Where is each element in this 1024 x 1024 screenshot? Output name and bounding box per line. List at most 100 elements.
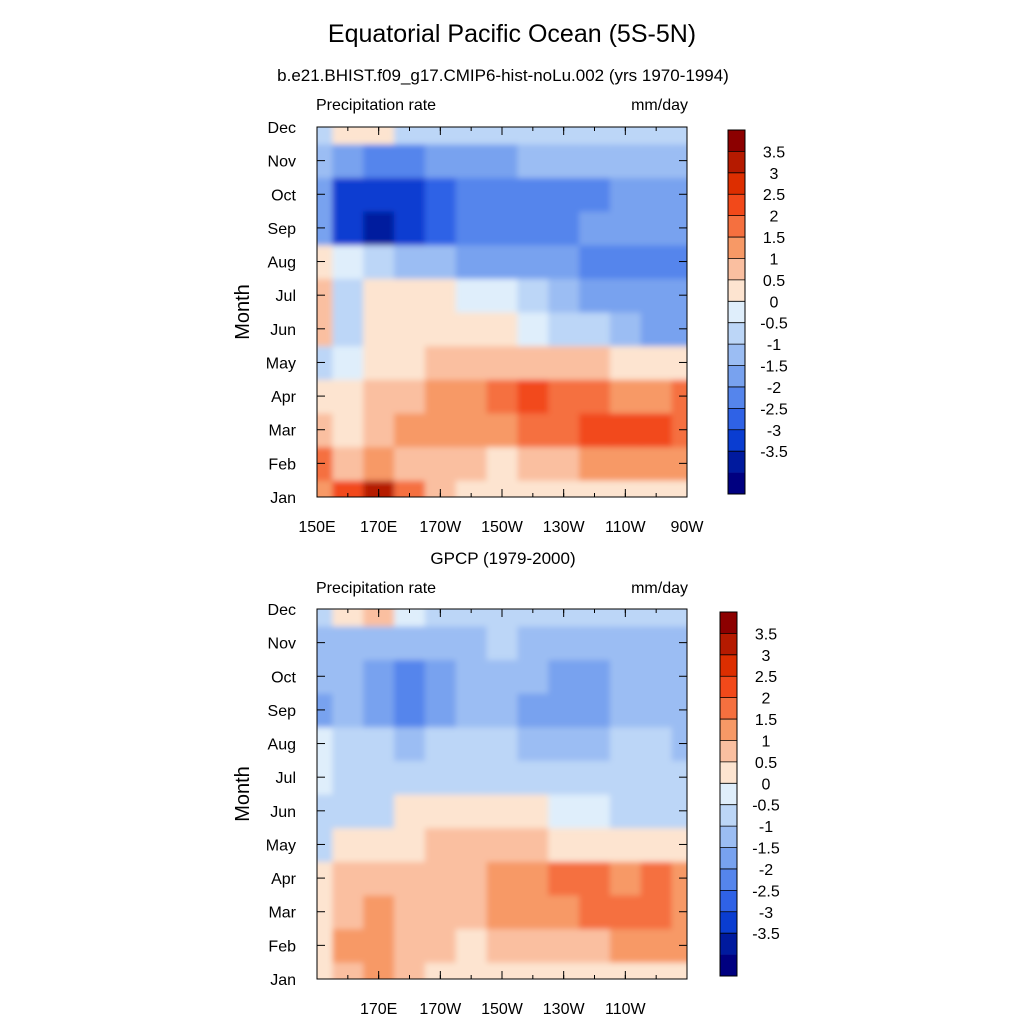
heatmap-cell: [486, 143, 519, 179]
heatmap-cell: [424, 894, 457, 930]
heatmap-cell: [579, 659, 611, 694]
heatmap-cell: [640, 446, 673, 481]
heatmap-cell: [609, 794, 642, 829]
heatmap-cell: [317, 962, 334, 979]
colorbar-swatch: [728, 322, 745, 345]
heatmap-cell: [640, 962, 673, 979]
heatmap-cell: [486, 861, 519, 896]
heatmap-cell: [548, 177, 580, 212]
heatmap-cell: [609, 894, 642, 930]
colorbar-swatch: [728, 365, 745, 388]
heatmap-cell: [332, 894, 364, 930]
y-tick-label: Sep: [268, 221, 297, 238]
heatmap-cell: [640, 143, 673, 179]
heatmap-cell: [517, 345, 549, 380]
heatmap-cell: [579, 379, 611, 414]
heatmap-cell: [517, 446, 549, 481]
heatmap-cell: [548, 693, 580, 728]
panel-gpcp: GPCP (1979-2000) Precipitation rate mm/d…: [232, 549, 780, 1018]
heatmap-cell: [609, 446, 642, 481]
heatmap-cell: [394, 446, 426, 481]
heatmap-cell: [548, 143, 580, 179]
heatmap-cell: [517, 609, 549, 627]
heatmap-cell: [579, 211, 611, 246]
colorbar-swatch: [728, 472, 745, 495]
y-tick-label: Nov: [268, 154, 296, 171]
heatmap-cell: [455, 244, 488, 279]
heatmap-cell: [640, 894, 673, 930]
x-tick-label: 90W: [671, 519, 705, 536]
colorbar-swatch: [720, 911, 737, 934]
heatmap-cell: [363, 693, 395, 728]
heatmap-cell: [640, 693, 673, 728]
heatmap-cell: [640, 861, 673, 896]
x-tick-label: 170E: [360, 1001, 397, 1018]
heatmap-cell: [455, 928, 488, 963]
heatmap-cell: [317, 312, 334, 347]
heatmap-cell: [455, 794, 488, 829]
colorbar-swatch: [720, 847, 737, 870]
heatmap-cell: [517, 412, 549, 448]
colorbar-swatch: [728, 130, 745, 152]
colorbar-swatch: [720, 719, 737, 741]
heatmap-cell: [332, 625, 364, 661]
heatmap-cell: [317, 659, 334, 694]
colorbar-label: 3: [762, 648, 771, 665]
heatmap-cell: [579, 625, 611, 661]
heatmap-cell: [486, 609, 519, 627]
heatmap-cell: [332, 345, 364, 380]
colorbar-swatch: [728, 237, 745, 259]
y-tick-label: Feb: [268, 456, 296, 473]
heatmap-cell: [609, 177, 642, 212]
heatmap-cell: [394, 861, 426, 896]
heatmap-cell: [609, 480, 642, 497]
heatmap-cell: [424, 609, 457, 627]
heatmap-cell: [548, 928, 580, 963]
heatmap-cell: [609, 693, 642, 728]
heatmap-cell: [317, 379, 334, 414]
heatmap-cell: [455, 127, 488, 145]
heatmap-cell: [363, 211, 395, 246]
colorbar-swatch: [720, 654, 737, 677]
heatmap-cell: [332, 928, 364, 963]
heatmap-cell: [424, 345, 457, 380]
colorbar-label: 2: [770, 209, 779, 226]
colorbar-label: -2: [759, 862, 773, 879]
heatmap-cell: [486, 693, 519, 728]
x-tick-label: 110W: [605, 519, 647, 536]
heatmap-cell: [517, 127, 549, 145]
heatmap-cell: [455, 379, 488, 414]
heatmap-cell: [579, 278, 611, 313]
heatmap-cell: [579, 177, 611, 212]
heatmap-cell: [332, 659, 364, 694]
heatmap-cell: [317, 480, 334, 497]
heatmap-cell: [517, 726, 549, 761]
heatmap-cell: [671, 962, 687, 979]
colorbar-swatch: [720, 826, 737, 848]
colorbar-label: -3: [767, 423, 781, 440]
heatmap-cell: [317, 278, 334, 313]
heatmap-cell: [394, 244, 426, 279]
heatmap-cell: [640, 127, 673, 145]
heatmap-cell: [548, 244, 580, 279]
y-tick-label: Apr: [271, 389, 297, 406]
heatmap-cell: [517, 379, 549, 414]
heatmap-cell: [394, 312, 426, 347]
heatmap-cell: [394, 278, 426, 313]
heatmap-cell: [424, 861, 457, 896]
heatmap-cell: [517, 625, 549, 661]
heatmap-cell: [548, 894, 580, 930]
panel-gpcp-heatmap: [317, 609, 687, 979]
colorbar-swatch: [728, 172, 745, 195]
heatmap-cell: [640, 659, 673, 694]
heatmap-cell: [455, 446, 488, 481]
heatmap-cell: [671, 480, 687, 497]
heatmap-cell: [548, 659, 580, 694]
heatmap-cell: [394, 827, 426, 862]
heatmap-cell: [517, 480, 549, 497]
colorbar-label: 3.5: [763, 144, 785, 161]
panel-gpcp-colorbar: 3.5 3 2.5 2 1.5 1 0.5 0 -0.5 -1 -1.5 -2 -2.5 -3 -3.5: [719, 611, 780, 977]
y-tick-label: Sep: [268, 703, 297, 720]
colorbar-label: 1.5: [763, 230, 785, 247]
heatmap-cell: [424, 928, 457, 963]
